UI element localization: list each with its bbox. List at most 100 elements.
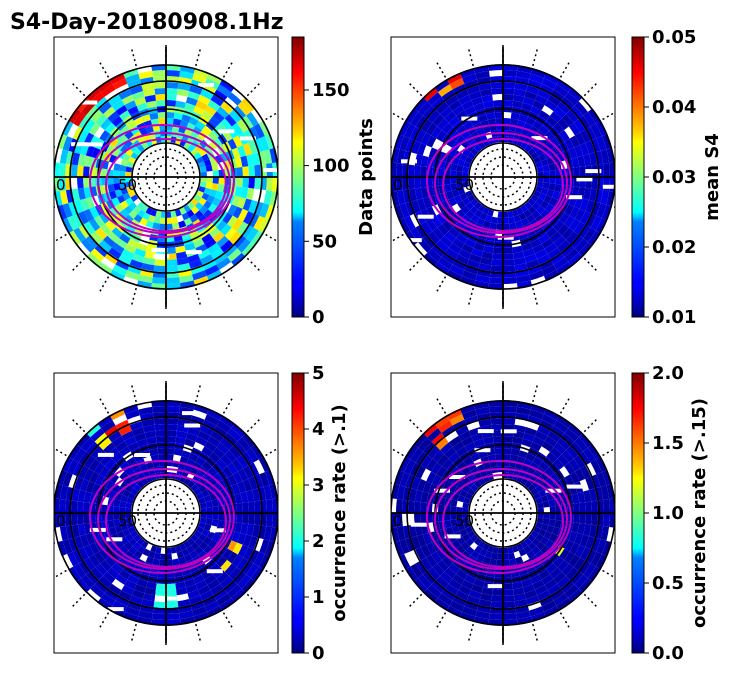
heatmap-cell	[530, 574, 542, 585]
azimuth-tick	[391, 542, 393, 544]
heatmap-cell	[237, 437, 251, 452]
heatmap-cell	[242, 142, 252, 156]
heatmap-cell	[475, 274, 490, 284]
azimuth-tick	[72, 257, 86, 271]
heatmap-cell	[122, 528, 131, 537]
heatmap-cell	[138, 70, 153, 80]
heatmap-cell	[420, 177, 427, 188]
heatmap-cell	[155, 583, 166, 590]
heatmap-cell	[248, 476, 258, 490]
heatmap-cell	[237, 238, 251, 253]
heatmap-cell	[207, 467, 218, 478]
heatmap-cell	[222, 212, 233, 224]
heatmap-cell	[516, 274, 531, 284]
heatmap-cell	[491, 595, 503, 602]
heatmap-cell	[459, 192, 468, 201]
heatmap-cell	[203, 187, 212, 195]
heatmap-cell	[532, 143, 541, 152]
heatmap-cell	[206, 177, 213, 184]
heatmap-cell	[405, 444, 419, 460]
heatmap-cell	[404, 459, 416, 475]
heatmap-cell	[578, 115, 591, 130]
heatmap-cell	[393, 133, 405, 150]
heatmap-cell	[227, 462, 238, 475]
heatmap-cell	[549, 567, 562, 579]
heatmap-cell	[81, 238, 95, 253]
heatmap-cell	[553, 106, 566, 119]
azimuth-tick	[583, 83, 597, 97]
data-gap	[198, 83, 214, 87]
heatmap-cell	[253, 474, 264, 489]
data-gap	[97, 452, 114, 457]
heatmap-cell	[202, 419, 217, 431]
heatmap-cell	[119, 110, 131, 121]
azimuth-tick	[246, 419, 260, 433]
heatmap-cell	[457, 200, 466, 210]
heatmap-cell	[464, 600, 479, 611]
heatmap-cell	[444, 447, 457, 459]
heatmap-cell	[537, 425, 551, 436]
heatmap-cell	[449, 78, 465, 90]
heatmap-cell	[487, 545, 494, 553]
heatmap-cell	[187, 427, 201, 437]
polar-plot-area	[54, 381, 278, 645]
heatmap-cell	[228, 231, 242, 245]
heatmap-cell	[119, 182, 127, 190]
heatmap-cell	[68, 201, 79, 216]
heatmap-cell	[246, 447, 259, 463]
heatmap-cell	[445, 94, 459, 107]
heatmap-cell	[490, 417, 503, 425]
heatmap-cell	[503, 88, 515, 95]
heatmap-cell	[118, 425, 132, 436]
heatmap-cell	[492, 429, 503, 437]
heatmap-cell	[411, 200, 421, 214]
heatmap-cell	[491, 88, 503, 95]
heatmap-cell	[136, 242, 148, 252]
heatmap-cell	[503, 217, 510, 224]
heatmap-cell	[113, 513, 120, 520]
heatmap-cell	[212, 506, 219, 513]
heatmap-cell	[454, 195, 463, 204]
heatmap-cell	[431, 580, 446, 594]
heatmap-cell	[62, 539, 73, 554]
heatmap-cell	[193, 194, 202, 202]
heatmap-cell	[437, 257, 453, 270]
heatmap-cell	[128, 190, 136, 198]
heatmap-cell	[459, 403, 476, 415]
heatmap-cell	[457, 495, 466, 503]
heatmap-cell	[227, 92, 242, 106]
heatmap-cell	[124, 243, 137, 254]
heatmap-cell	[570, 441, 584, 456]
heatmap-cell	[171, 216, 179, 224]
azimuth-tick	[99, 276, 110, 292]
heatmap-cell	[541, 238, 554, 249]
heatmap-cell	[420, 221, 433, 235]
heatmap-cell	[86, 423, 101, 438]
heatmap-cell	[220, 454, 232, 467]
heatmap-cell	[415, 465, 426, 479]
heatmap-cell	[458, 94, 472, 106]
heatmap-cell	[544, 131, 555, 142]
heatmap-cell	[186, 545, 195, 554]
heatmap-cell	[431, 462, 442, 475]
heatmap-cell	[557, 101, 571, 115]
satellite-track	[434, 132, 568, 234]
heatmap-cell	[142, 212, 151, 221]
heatmap-cell	[216, 84, 232, 97]
heatmap-cell	[503, 595, 515, 602]
heatmap-cell	[590, 201, 601, 216]
heatmap-cell	[467, 194, 476, 202]
heatmap-cell	[248, 165, 255, 177]
heatmap-cell	[521, 578, 533, 588]
heatmap-cell	[573, 513, 580, 524]
heatmap-cell	[152, 222, 160, 230]
heatmap-cell	[569, 206, 580, 219]
heatmap-cell	[456, 518, 464, 526]
heatmap-cell	[220, 239, 234, 253]
heatmap-cell	[94, 432, 109, 446]
heatmap-cell	[134, 248, 147, 258]
heatmap-cell	[198, 214, 208, 224]
heatmap-cell	[187, 537, 195, 546]
heatmap-cell	[538, 461, 549, 472]
heatmap-cell	[246, 111, 259, 127]
